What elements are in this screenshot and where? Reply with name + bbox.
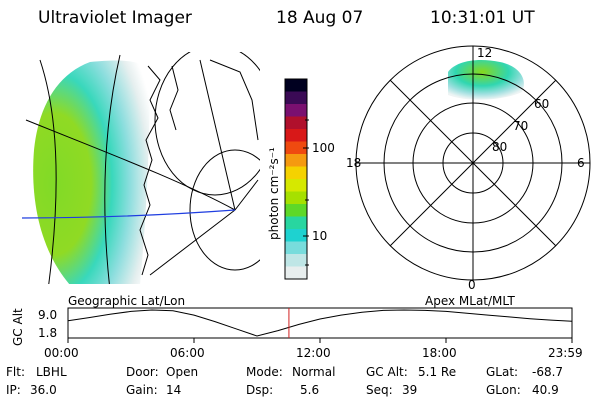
param-dsp-value: 5.6 (300, 383, 320, 397)
date-label: 18 Aug 07 (276, 8, 364, 28)
param-door-label: Door: (126, 365, 159, 379)
colorbar-segment (285, 204, 307, 217)
xtick-label-1: 06:00 (170, 346, 205, 360)
param-seq-label: Seq: (366, 383, 393, 397)
colorbar-segment (285, 179, 307, 192)
param-ip-label: IP: (6, 383, 21, 397)
altitude-plot-frame (67, 307, 573, 339)
colorbar-segment (285, 241, 307, 255)
mlt-label-6: 6 (577, 156, 585, 170)
colorbar-segment (285, 79, 307, 92)
param-ip-value: 36.0 (30, 383, 57, 397)
param-gain-label: Gain: (126, 383, 158, 397)
colorbar-unit-label: photon cm⁻²s⁻¹ (267, 147, 281, 240)
xtick-label-2: 12:00 (296, 346, 331, 360)
colorbar-segment (285, 91, 307, 105)
altitude-series-line (67, 309, 573, 337)
param-gcalt-label: GC Alt: (366, 365, 408, 379)
colorbar-segment (285, 104, 307, 117)
geographic-projection-label: Geographic Lat/Lon (68, 294, 186, 308)
param-glon-value: 40.9 (532, 383, 559, 397)
param-glat-label: GLat: (486, 365, 519, 379)
param-seq-value: 39 (402, 383, 418, 397)
param-glon-label: GLon: (486, 383, 521, 397)
colorbar-segment (285, 191, 307, 205)
colorbar-segment (285, 229, 307, 242)
colorbar-segment (285, 129, 307, 142)
param-mode-value: Normal (292, 365, 336, 379)
colorbar-segment (285, 116, 307, 130)
coastline (139, 59, 259, 276)
colorbar-segment (285, 216, 307, 230)
colorbar-tick-10: 10 (312, 229, 328, 243)
param-dsp-label: Dsp: (246, 383, 274, 397)
altitude-axis-label: GC Alt (11, 308, 25, 346)
colorbar-segment (285, 254, 307, 267)
ytick-label-min: 1.8 (38, 326, 58, 340)
mlat-label-70: 70 (513, 119, 529, 133)
param-gcalt-value: 5.1 Re (418, 365, 457, 379)
colorbar-segment (285, 166, 307, 180)
param-glat-value: -68.7 (532, 365, 564, 379)
instrument-title: Ultraviolet Imager (38, 8, 192, 28)
xtick-label-3: 18:00 (422, 346, 457, 360)
mlt-label-0: 0 (468, 278, 476, 292)
colorbar-segment (285, 154, 307, 167)
param-flt-label: Flt: (6, 365, 25, 379)
apex-projection-label: Apex MLat/MLT (425, 294, 515, 308)
xtick-label-0: 00:00 (44, 346, 79, 360)
param-flt-value: LBHL (36, 365, 67, 379)
mlat-label-80: 80 (492, 140, 508, 154)
aurora-emission-region (33, 60, 150, 284)
xtick-label-4: 23:59 (548, 346, 583, 360)
mlat-label-60: 60 (534, 97, 550, 111)
polar-aurora-region (448, 60, 524, 100)
colorbar-tick-100: 100 (312, 141, 335, 155)
param-door-value: Open (166, 365, 199, 379)
colorbar-segment (285, 266, 307, 280)
param-mode-label: Mode: (246, 365, 283, 379)
param-gain-value: 14 (166, 383, 182, 397)
colorbar-segment (285, 141, 307, 155)
mlt-label-12: 12 (477, 46, 493, 60)
ytick-label-max: 9.0 (38, 308, 58, 322)
mlt-label-18: 18 (346, 156, 362, 170)
terminator-line (22, 209, 236, 219)
time-label: 10:31:01 UT (430, 8, 535, 28)
